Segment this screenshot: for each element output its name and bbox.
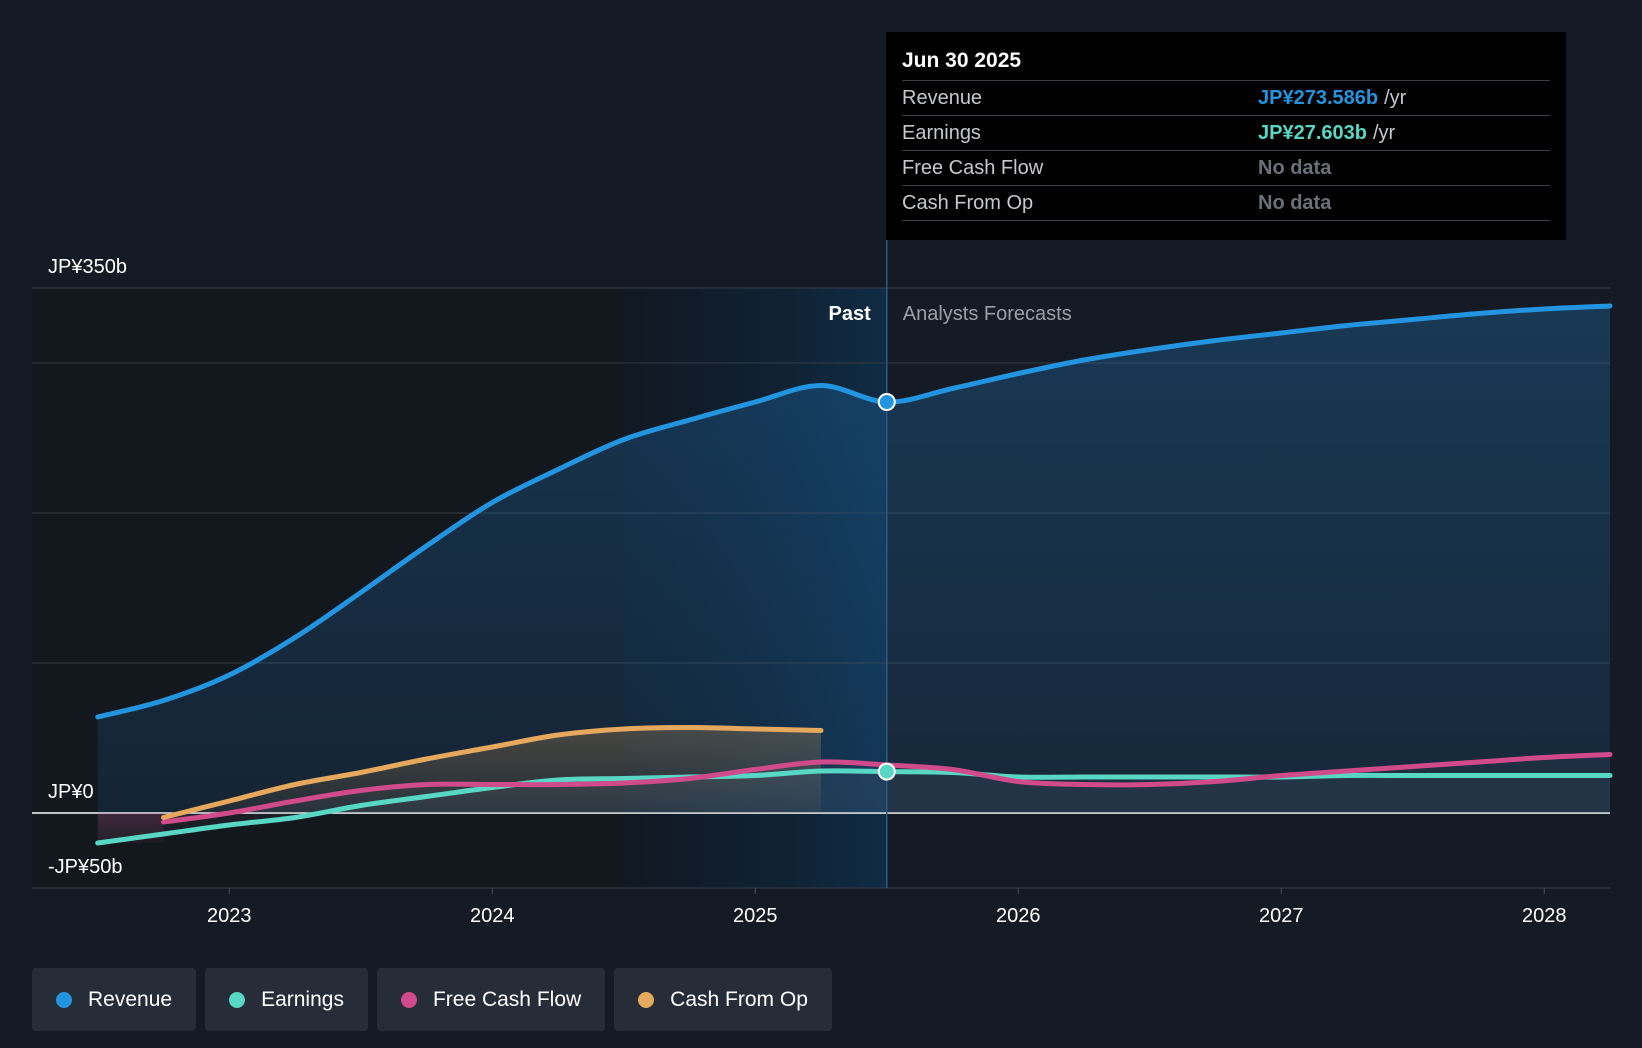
tooltip-label: Revenue [902,87,983,109]
tooltip-value: JP¥273.586b [1258,87,1379,109]
tooltip-unit: /yr [1372,122,1396,144]
tooltip-value: JP¥27.603b [1258,122,1367,144]
x-tick-label: 2025 [733,905,778,927]
tooltip-label: Cash From Op [902,192,1034,214]
tooltip-label: Earnings [902,122,981,144]
legend-label: Revenue [88,987,173,1011]
series-line [95,303,1613,720]
legend: Revenue Earnings Free Cash Flow Cash Fro… [32,968,841,1031]
series-line [161,725,824,820]
revenue-marker [877,393,896,411]
tooltip-date: Jun 30 2025 [902,49,1022,72]
x-tick-label: 2026 [996,905,1041,927]
tooltip-row-earnings: Earnings JP¥27.603b /yr [902,115,1550,150]
tooltip-row-free-cash-flow: Free Cash Flow No data [902,150,1550,185]
tooltip-unit: /yr [1384,87,1407,109]
tooltip: Jun 30 2025 Revenue JP¥273.586b /yr Earn… [886,32,1566,240]
legend-item-cash-from-op[interactable]: Cash From Op [614,968,832,1031]
x-tick-label: 2023 [207,905,252,927]
forecast-label: Analysts Forecasts [903,303,1072,325]
legend-item-earnings[interactable]: Earnings [205,968,368,1031]
legend-dot-icon [638,991,655,1008]
legend-dot-icon [229,991,246,1008]
legend-label: Cash From Op [670,987,808,1011]
y-tick-label: -JP¥50b [48,856,123,878]
legend-label: Free Cash Flow [432,987,582,1011]
series-area [97,770,1610,843]
x-tick-label: 2027 [1259,905,1304,927]
tooltip-label: Free Cash Flow [902,157,1044,179]
series-line [95,768,1613,846]
legend-item-free-cash-flow[interactable]: Free Cash Flow [376,968,606,1031]
legend-label: Earnings [261,987,344,1011]
earnings-marker [877,762,896,781]
legend-item-revenue[interactable]: Revenue [32,968,197,1031]
tooltip-row-cash-from-op: Cash From Op No data [902,185,1550,221]
chart: Past Analysts Forecasts JP¥350b JP¥0 -JP¥5… [32,240,1613,927]
legend-dot-icon [56,991,72,1008]
tooltip-value: No data [1258,192,1332,214]
tooltip-row-revenue: Revenue JP¥273.586b /yr [902,80,1550,115]
y-tick-label: JP¥0 [48,781,94,803]
tooltip-value: No data [1258,157,1332,179]
y-tick-label: JP¥350b [48,256,127,278]
legend-dot-icon [400,991,417,1008]
x-tick-label: 2024 [470,905,515,927]
series-area [97,306,1610,813]
past-label: Past [829,303,872,325]
x-tick-label: 2028 [1522,905,1567,927]
